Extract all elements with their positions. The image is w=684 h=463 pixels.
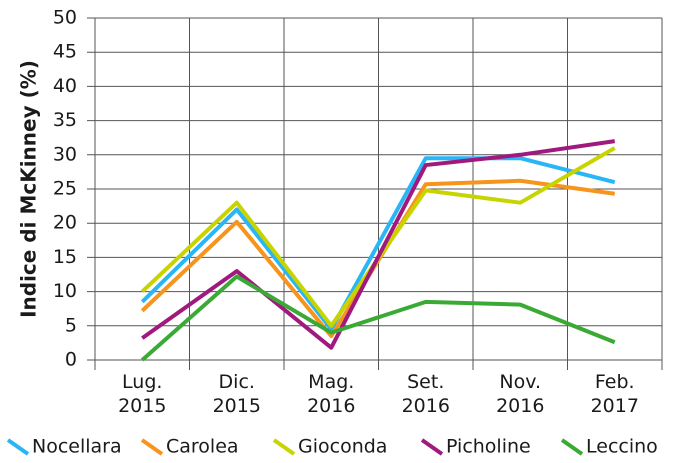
y-tick-label: 15: [53, 246, 77, 268]
y-tick-label: 0: [65, 349, 77, 371]
line-series: [140, 274, 616, 362]
line-series: [141, 139, 616, 350]
legend-label: Leccino: [586, 436, 658, 458]
y-tick-label: 40: [53, 75, 77, 97]
y-tick-label: 10: [53, 280, 77, 302]
x-tick-label: Dic. 2015: [213, 371, 261, 417]
y-tick-label: 25: [53, 178, 77, 200]
legend-label: Picholine: [446, 436, 531, 458]
legend-label: Gioconda: [298, 436, 387, 458]
x-tick-label: Lug. 2015: [118, 371, 166, 417]
y-tick-label: 50: [53, 7, 77, 29]
y-tick-label: 5: [65, 314, 77, 336]
x-tick-label: Nov. 2016: [496, 371, 544, 417]
legend-swatch: [6, 438, 30, 456]
x-tick-label: Mag. 2016: [307, 371, 355, 417]
legend-swatch: [420, 438, 444, 456]
y-tick-label: 20: [53, 212, 77, 234]
line-series: [140, 156, 616, 332]
legend-swatch: [560, 438, 584, 456]
y-tick-label: 45: [53, 41, 77, 63]
legend-swatch: [272, 438, 296, 456]
legend-label: Nocellara: [32, 436, 122, 458]
y-tick-label: 35: [53, 109, 77, 131]
legend-swatch: [140, 438, 164, 456]
x-tick-label: Feb. 2017: [591, 371, 639, 417]
y-tick-label: 30: [53, 143, 77, 165]
y-axis-label: Indice di McKinney (%): [17, 60, 41, 318]
x-tick-label: Set. 2016: [402, 371, 450, 417]
legend-label: Carolea: [166, 436, 239, 458]
